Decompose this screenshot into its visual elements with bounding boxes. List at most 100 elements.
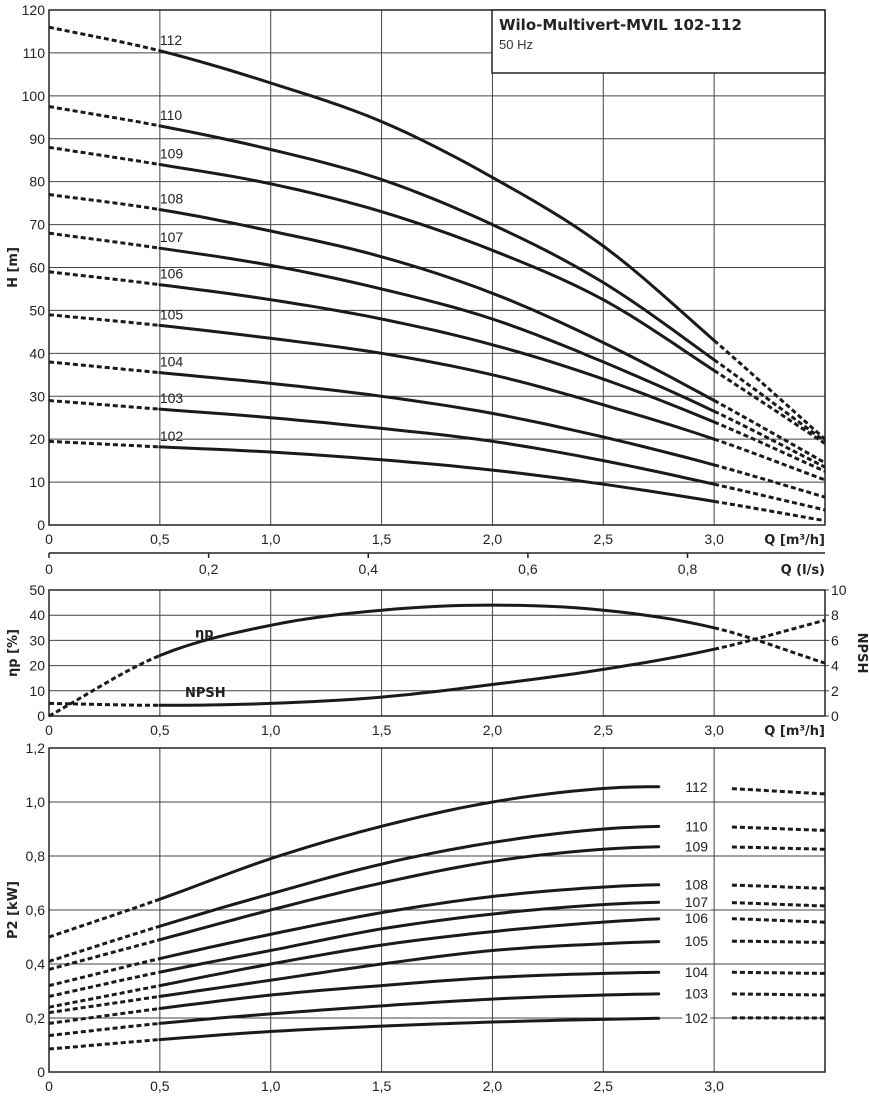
- series-line-dashed-end: [731, 825, 826, 832]
- title-box: Wilo-Multivert-MVIL 102-112 50 Hz: [491, 9, 826, 74]
- series-line-solid: [158, 163, 716, 372]
- series-line-dashed-start: [48, 1021, 161, 1037]
- series-line-solid: [158, 824, 661, 928]
- series-line-solid: [158, 785, 661, 901]
- series-label-bg: [682, 965, 711, 981]
- y-tick-label: 10: [29, 683, 45, 699]
- y-tick-label: 0: [37, 708, 45, 724]
- x-tick-label: 2,0: [483, 1078, 503, 1094]
- y-axis-label: H [m]: [6, 247, 21, 288]
- chart-subtitle: 50 Hz: [499, 37, 533, 52]
- series-line-solid: [158, 124, 716, 362]
- series-line-solid: [158, 940, 661, 998]
- series-label: 109: [685, 839, 709, 855]
- series-line-dashed-end: [731, 992, 825, 997]
- series-label: 112: [685, 779, 708, 795]
- y-axis-label: ηp [%]: [6, 629, 21, 677]
- x-tick-label: 2,5: [594, 722, 614, 738]
- series-line-dashed-end: [713, 437, 826, 482]
- y-tick-label: 30: [29, 632, 45, 648]
- series-line-dashed-start: [48, 439, 160, 449]
- series-line-dashed-end: [713, 626, 826, 665]
- series-110: 110: [48, 818, 826, 963]
- series-line-dashed-end: [731, 883, 826, 890]
- series-label-bg: [682, 911, 711, 927]
- series-line-dashed-end: [713, 369, 826, 445]
- series-110: 110: [48, 105, 826, 443]
- secondary-x-axis-label: Q (l/s): [781, 563, 825, 578]
- series-label: 106: [685, 910, 709, 926]
- y2-tick-label: 2: [831, 683, 839, 699]
- series-line-dashed-end: [713, 499, 826, 523]
- series-label-bg: [682, 934, 711, 950]
- x-tick-label: 0: [45, 722, 53, 738]
- series-line-dashed-end: [713, 420, 826, 473]
- x-tick-label: 1,5: [372, 531, 392, 547]
- series-line-solid: [158, 647, 716, 707]
- series-103: 103: [48, 390, 826, 512]
- series-line-dashed-start: [49, 701, 160, 707]
- series-109: 109: [48, 145, 826, 445]
- series-line-solid: [158, 283, 716, 424]
- series-line-dashed-end: [713, 482, 826, 512]
- secondary-x-tick-label: 0,4: [359, 561, 379, 577]
- y2-tick-label: 0: [831, 708, 839, 724]
- series-label: 102: [160, 428, 184, 444]
- series-line-solid: [158, 246, 716, 413]
- series-line-dashed-start: [48, 231, 161, 250]
- series-line-dashed-start: [48, 145, 161, 166]
- series-106: 106: [48, 910, 825, 1009]
- series-line-dashed-end: [713, 409, 826, 469]
- series-104: 104: [48, 354, 826, 499]
- series-106: 106: [48, 266, 826, 473]
- series-109: 109: [48, 839, 826, 971]
- series-label: 104: [160, 354, 184, 370]
- series-line-dashed-end: [731, 845, 826, 851]
- series-line-solid: [158, 371, 716, 467]
- x-axis-label: Q [m³/h]: [764, 724, 825, 739]
- series-107: 107: [48, 894, 826, 998]
- series-label-bg: [682, 986, 711, 1002]
- x-tick-label: 0: [45, 531, 53, 547]
- x-tick-label: 3,0: [704, 1078, 724, 1094]
- series-104: 104: [48, 964, 826, 1025]
- series-112: 112: [48, 779, 826, 939]
- x-tick-label: 0: [45, 1078, 53, 1094]
- series-label: 110: [160, 107, 183, 123]
- x-tick-label: 2,0: [483, 531, 503, 547]
- series-label-bg: [682, 1011, 711, 1026]
- series-line-solid: [158, 208, 716, 402]
- series-105: 105: [48, 306, 826, 482]
- series-line-solid: [158, 407, 716, 486]
- y-tick-label: 20: [29, 431, 45, 447]
- secondary-x-tick-label: 0: [45, 561, 53, 577]
- series-line-dashed-end: [713, 339, 826, 441]
- series-line-dashed-start: [48, 957, 161, 988]
- series-line-solid: [158, 49, 716, 342]
- series-line-dashed-start: [48, 984, 161, 1009]
- y2-tick-label: 10: [831, 582, 847, 598]
- series-line-dashed-start: [48, 994, 161, 1015]
- series-NPSH: NPSH: [49, 618, 826, 707]
- series-label: 110: [685, 818, 708, 834]
- series-label: 103: [160, 390, 184, 406]
- series-line-solid: [158, 883, 661, 961]
- series-line-solid: [158, 917, 661, 988]
- plot-frame: [48, 747, 826, 1073]
- series-label: 105: [160, 306, 184, 322]
- plot-frame: [48, 9, 826, 526]
- x-tick-label: 3,0: [704, 722, 724, 738]
- series-line-solid: [158, 900, 661, 974]
- series-label: 107: [685, 894, 709, 910]
- secondary-x-tick-label: 0,8: [678, 561, 698, 577]
- series-line-dashed-start: [48, 924, 161, 963]
- series-line-dashed-start: [48, 1038, 161, 1051]
- plot-frame: [48, 589, 826, 717]
- series-label: 103: [685, 986, 709, 1002]
- series-label: NPSH: [185, 686, 226, 701]
- series-102: 102: [48, 428, 826, 523]
- x-tick-label: 0,5: [150, 1078, 170, 1094]
- series-line-dashed-end: [731, 939, 825, 944]
